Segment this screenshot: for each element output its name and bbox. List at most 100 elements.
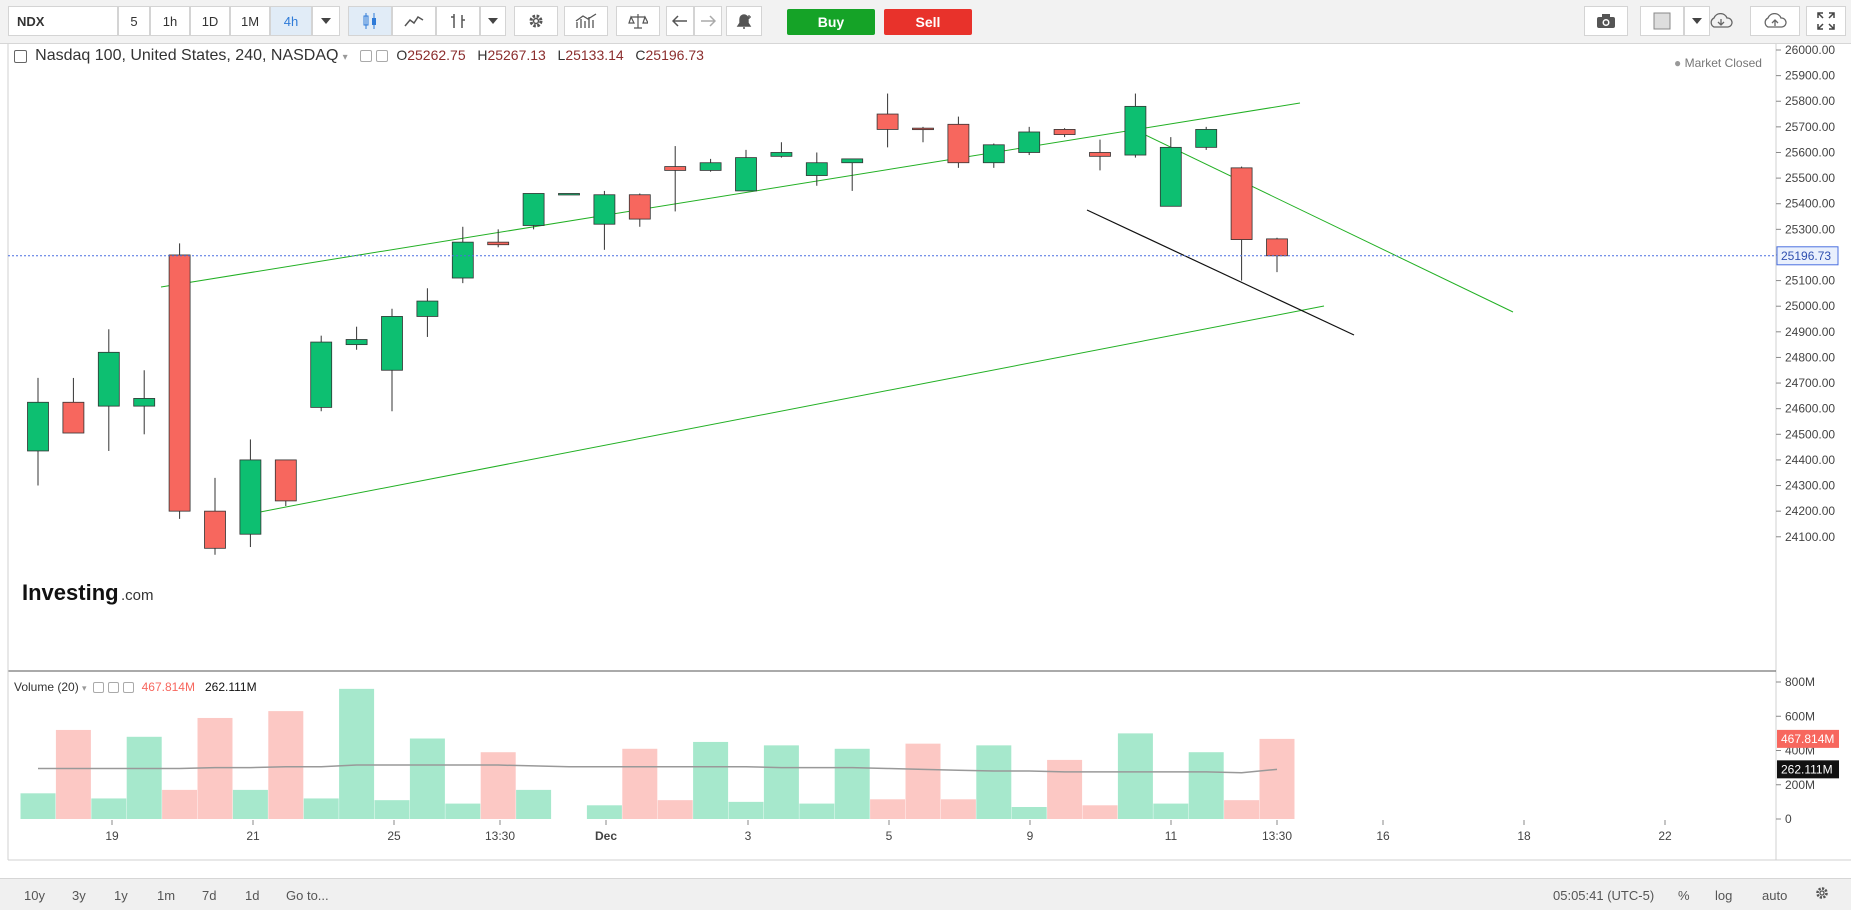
descending-line[interactable] [1134, 129, 1514, 313]
log-toggle[interactable]: log [1715, 888, 1733, 903]
market-status-text: Market Closed [1684, 56, 1762, 70]
current-price-label: 25196.73 [1781, 249, 1831, 263]
settings-small-icon[interactable] [376, 50, 389, 63]
volume-eye-icon[interactable] [93, 682, 105, 694]
bar-type-button[interactable] [436, 6, 480, 36]
candle [381, 308, 403, 412]
candle [558, 193, 580, 196]
volume-bar [657, 800, 693, 819]
symbol-input[interactable]: NDX [8, 6, 118, 36]
bottom-bar: 10y 3y 1y 1m 7d 1d Go to... 05:05:41 (UT… [0, 878, 1851, 910]
volume-close-icon[interactable] [123, 682, 135, 694]
range-10y[interactable]: 10y [24, 888, 45, 903]
cloud-load-button[interactable] [1696, 6, 1746, 36]
volume-bar [232, 789, 268, 819]
line-chart-button[interactable] [392, 6, 436, 36]
fullscreen-button[interactable] [1806, 6, 1846, 36]
trend-lines[interactable] [160, 102, 1514, 514]
candle [1159, 137, 1182, 207]
candle [1018, 126, 1041, 156]
candle-body [593, 194, 616, 225]
percent-toggle[interactable]: % [1678, 888, 1690, 903]
interval-1d[interactable]: 1D [190, 6, 230, 36]
alert-button[interactable] [726, 6, 762, 36]
layout-dropdown[interactable] [1684, 6, 1710, 36]
interval-1m[interactable]: 1M [230, 6, 270, 36]
screenshot-button[interactable] [1584, 6, 1628, 36]
fullscreen-icon [1817, 12, 1835, 30]
interval-4h[interactable]: 4h [270, 6, 312, 36]
candle [841, 158, 864, 191]
redo-button[interactable] [694, 6, 722, 36]
volume-tick-label: 200M [1785, 778, 1815, 792]
volume-bar [303, 798, 339, 819]
time-tick-label: 25 [387, 829, 401, 843]
bottom-settings-button[interactable] [1814, 885, 1830, 904]
price-tick-label: 25400.00 [1785, 197, 1835, 211]
candle [805, 152, 828, 186]
undo-button[interactable] [666, 6, 694, 36]
goto-button[interactable]: Go to... [286, 888, 329, 903]
candles-chart-button[interactable] [348, 6, 392, 36]
eye-icon[interactable] [360, 50, 373, 63]
volume-ma-tag-label: 262.111M [1781, 762, 1833, 776]
price-tick-label: 24900.00 [1785, 325, 1835, 339]
layout-button[interactable] [1640, 6, 1684, 36]
volume-settings-icon[interactable] [108, 682, 120, 694]
chevron-down-icon [321, 18, 331, 24]
candle-body [735, 157, 757, 192]
interval-5[interactable]: 5 [118, 6, 150, 36]
candle [1053, 128, 1076, 138]
time-tick-label: 13:30 [1262, 829, 1292, 843]
volume-dropdown-icon[interactable]: ▾ [82, 683, 87, 693]
range-3y[interactable]: 3y [72, 888, 86, 903]
settings-button[interactable] [514, 6, 558, 36]
indicators-icon [575, 13, 597, 28]
time-tick-label: 18 [1517, 829, 1531, 843]
bell-plus-icon [736, 14, 752, 29]
range-1d[interactable]: 1d [245, 888, 260, 903]
candle [593, 190, 616, 250]
bars-icon [451, 14, 465, 28]
cloud-save-button[interactable] [1750, 6, 1800, 36]
candle [876, 93, 899, 148]
volume-tick-label: 0 [1785, 812, 1792, 826]
lower-channel-line[interactable] [254, 305, 1325, 514]
volume-bar [870, 799, 906, 819]
candle [416, 288, 439, 337]
black-trend-line[interactable] [1086, 209, 1355, 336]
candle-body [1053, 129, 1076, 135]
volume-bar [20, 793, 56, 819]
collapse-icon[interactable] [14, 49, 27, 63]
range-1m[interactable]: 1m [157, 888, 176, 903]
status-dot-icon: ● [1674, 56, 1682, 70]
candle [451, 226, 474, 284]
volume-bar [622, 748, 658, 819]
legend-dropdown-icon[interactable]: ▾ [342, 52, 348, 63]
chart-area[interactable]: 26000.00 25900.00 25800.00 25700.00 25600.00… [0, 44, 1851, 878]
price-tick-label: 24300.00 [1785, 479, 1835, 493]
candle-body [1089, 152, 1111, 157]
auto-toggle[interactable]: auto [1762, 888, 1788, 903]
candle-body [770, 152, 793, 157]
time-tick-label: 16 [1376, 829, 1390, 843]
candle [912, 126, 934, 143]
chart-type-dropdown[interactable] [480, 6, 506, 36]
volume-bar [374, 800, 410, 819]
cloud-download-icon [1710, 13, 1733, 28]
volume-bar [799, 803, 835, 819]
buy-button[interactable]: Buy [787, 9, 875, 35]
sell-button[interactable]: Sell [884, 9, 972, 35]
compare-button[interactable] [616, 6, 660, 36]
candle-body [876, 113, 899, 130]
indicators-button[interactable] [564, 6, 608, 36]
interval-1h[interactable]: 1h [150, 6, 190, 36]
interval-dropdown[interactable] [312, 6, 340, 36]
volume-ma-tag [1777, 760, 1839, 779]
upper-channel-line[interactable] [160, 102, 1301, 288]
range-7d[interactable]: 7d [202, 888, 217, 903]
range-1y[interactable]: 1y [114, 888, 128, 903]
volume-legend: Volume (20) ▾ 467.814M 262.111M [14, 680, 257, 694]
price-tick-label: 25600.00 [1785, 145, 1835, 159]
volume-bar [1117, 733, 1153, 819]
